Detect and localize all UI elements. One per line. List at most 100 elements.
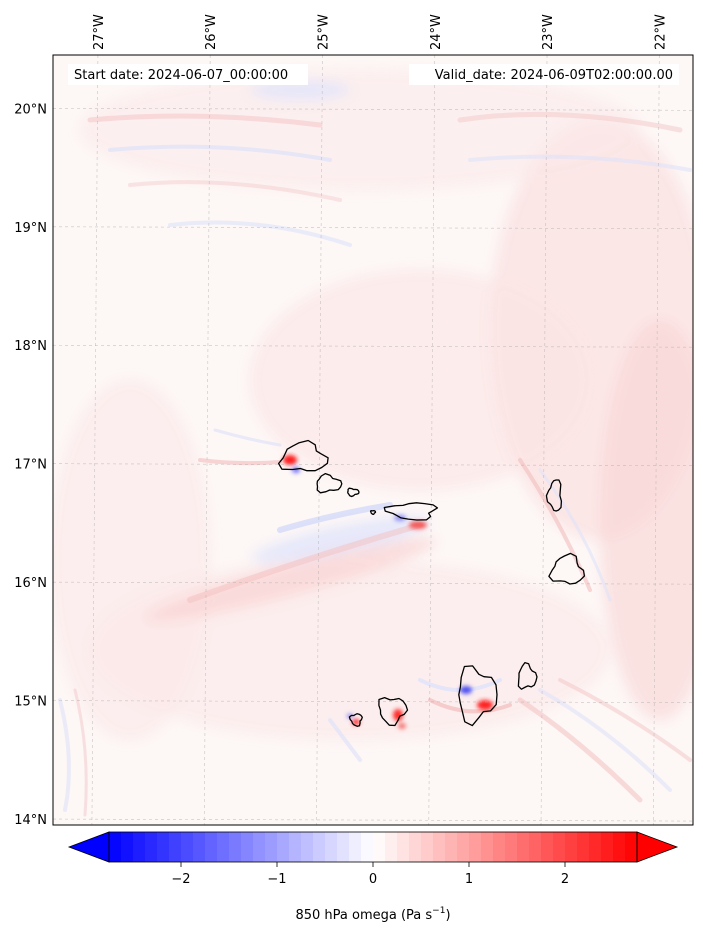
longitude-tick-label: 27°W xyxy=(92,14,107,50)
colorbar-band xyxy=(553,832,566,862)
latitude-tick-label: 18°N xyxy=(14,339,47,354)
colorbar-band xyxy=(337,832,350,862)
colorbar-band xyxy=(565,832,578,862)
wave-streak xyxy=(198,458,282,466)
colorbar-band xyxy=(577,832,590,862)
valid-date-box xyxy=(409,64,679,85)
map-panel: Start date: 2024-06-07_00:00:00 Valid_da… xyxy=(52,54,694,826)
wave-streak xyxy=(87,113,323,128)
wave-streak xyxy=(213,428,282,447)
colorbar-band xyxy=(589,832,602,862)
wave-streak xyxy=(58,698,71,812)
colorbar-band xyxy=(445,832,458,862)
colorbar-band xyxy=(313,832,326,862)
colorbar-band xyxy=(217,832,230,862)
gridlines xyxy=(52,54,694,826)
omega-field xyxy=(53,70,693,817)
colorbar-band xyxy=(181,832,194,862)
island-coastline xyxy=(545,479,563,512)
colorbar-band xyxy=(613,832,626,862)
longitude-gridline xyxy=(203,54,211,826)
orographic-spots xyxy=(283,455,493,729)
longitude-tick-label: 23°W xyxy=(541,14,556,50)
latitude-gridline xyxy=(52,581,694,585)
island-coastline xyxy=(369,510,377,516)
wave-streak xyxy=(538,688,672,792)
colorbar-band xyxy=(145,832,158,862)
start-date-box xyxy=(68,64,308,85)
latitude-tick-labels: 20°N 19°N 18°N 17°N 16°N 15°N 14°N xyxy=(14,102,47,828)
longitude-gridline xyxy=(316,54,323,826)
wave-streak xyxy=(517,697,643,803)
colorbar-band xyxy=(541,832,554,862)
valid-date-label: Valid_date: 2024-06-09T02:00:00.00 xyxy=(435,68,673,83)
latitude-gridline xyxy=(52,700,694,703)
island-coastline xyxy=(348,713,363,727)
coastlines xyxy=(277,439,586,727)
omega-positive-region-north xyxy=(80,70,640,190)
colorbar-tick-label: 1 xyxy=(465,872,473,887)
colorbar-band xyxy=(481,832,494,862)
island-coastline xyxy=(383,502,439,521)
colorbar-tick-label: −1 xyxy=(267,872,286,887)
colorbar-band xyxy=(193,832,206,862)
latitude-tick-label: 16°N xyxy=(14,576,47,591)
colorbar-band xyxy=(109,832,122,862)
colorbar-band xyxy=(205,832,218,862)
latitude-tick-label: 17°N xyxy=(14,458,47,473)
wave-streak xyxy=(328,718,362,762)
colorbar-band xyxy=(349,832,362,862)
colorbar-band xyxy=(253,832,266,862)
longitude-gridline xyxy=(653,54,660,826)
wave-streak xyxy=(518,458,592,592)
annotations: Start date: 2024-06-07_00:00:00 Valid_da… xyxy=(68,64,679,85)
strong-ascent-spot xyxy=(283,455,297,465)
colorbar-tick-label: 0 xyxy=(369,872,377,887)
wave-streak xyxy=(73,688,88,817)
longitude-gridline xyxy=(428,54,436,826)
omega-positive-region-center xyxy=(250,270,590,490)
latitude-gridline xyxy=(52,463,694,466)
longitude-tick-label: 25°W xyxy=(316,14,331,50)
colorbar-band xyxy=(469,832,482,862)
wave-streak xyxy=(457,111,683,133)
colorbar-band xyxy=(505,832,518,862)
colorbar-band xyxy=(169,832,182,862)
island-coastline xyxy=(548,552,586,585)
colorbar-band xyxy=(457,832,470,862)
wave-streak xyxy=(168,220,352,247)
colorbar-band xyxy=(529,832,542,862)
latitude-tick-label: 15°N xyxy=(14,695,47,710)
colorbar-band xyxy=(289,832,302,862)
island-coastline xyxy=(378,696,409,727)
island-coastline xyxy=(517,661,538,690)
strong-ascent-spot xyxy=(352,719,360,725)
strong-ascent-spot xyxy=(398,723,406,729)
latitude-gridline xyxy=(52,818,694,822)
longitude-tick-label: 26°W xyxy=(204,14,219,50)
colorbar: −2 −1 0 1 2 850 hPa omega (Pa s−1) xyxy=(67,831,679,923)
colorbar-band xyxy=(397,832,410,862)
strong-ascent-spot xyxy=(393,709,403,721)
island-coastline xyxy=(277,439,329,472)
longitude-gridline xyxy=(91,54,99,826)
omega-positive-region-west xyxy=(53,380,210,740)
colorbar-band xyxy=(373,832,386,862)
island-coastline xyxy=(347,487,360,498)
wave-streak xyxy=(187,522,423,603)
omega-negative-region-wake xyxy=(251,516,429,564)
colorbar-band xyxy=(421,832,434,862)
latitude-tick-label: 20°N xyxy=(14,102,47,117)
colorbar-band xyxy=(433,832,446,862)
island-coastline xyxy=(458,665,498,727)
omega-positive-wake-south xyxy=(145,538,435,622)
colorbar-tick-label: 2 xyxy=(561,872,569,887)
colorbar-band xyxy=(493,832,506,862)
colorbar-band xyxy=(229,832,242,862)
wave-streak xyxy=(468,154,692,172)
longitude-tick-label: 22°W xyxy=(653,14,668,50)
wave-streak xyxy=(558,678,692,762)
latitude-tick-label: 19°N xyxy=(14,221,47,236)
colorbar-band xyxy=(325,832,338,862)
colorbar-band xyxy=(265,832,278,862)
